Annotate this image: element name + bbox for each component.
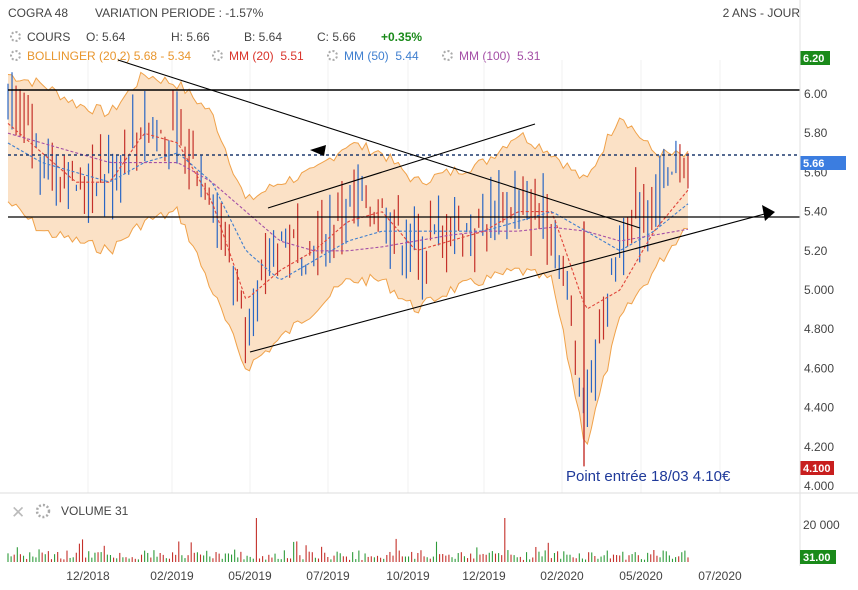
bollinger-lower-line [7,201,689,446]
y-tick-label: 5.000 [804,283,834,297]
y-tick-label: 4.400 [804,401,834,415]
x-tick-label: 07/2019 [306,569,350,583]
price-tag-last-bg [800,156,846,170]
bollinger-label: BOLLINGER (20,2) [27,49,131,63]
price-tags: 6.20 5.66 4.100 [800,51,846,475]
mm100-label: MM (100) [459,49,511,63]
x-tick-label: 10/2019 [386,569,430,583]
y-tick-label: 4.200 [804,440,834,454]
y-tick-label: 5.20 [804,244,828,258]
mm50-value: 5.44 [395,49,419,63]
variation-label: VARIATION PERIODE : -1.57% [95,6,264,20]
legend-bollinger[interactable]: BOLLINGER (20,2) 5.68 - 5.34 [10,49,191,63]
y-tick-label: 5.80 [804,126,828,140]
legend-close: C: 5.66 [317,30,356,44]
mm20-label: MM (20) [229,49,274,63]
candles [7,72,689,467]
price-tag-top: 6.20 [803,53,824,65]
volume-tag-bg [800,550,836,564]
ascending-trend-line [249,211,773,353]
legend-change: +0.35% [381,30,423,44]
gear-icon[interactable] [442,50,453,61]
bollinger-bands [7,71,689,446]
gear-icon[interactable] [10,31,21,42]
period-selector[interactable]: 2 ANS - JOUR [722,6,800,20]
volume-panel: ✕ VOLUME 31 20 000 31.00 [7,503,840,564]
x-tick-label: 02/2020 [540,569,584,583]
mm20-line [7,122,689,310]
legend-mm20[interactable]: MM (20) 5.51 [212,49,304,63]
volume-label: VOLUME 31 [61,504,129,518]
time-axis: 12/2018 02/2019 05/2019 07/2019 10/2019 12/20… [66,569,742,583]
mm100-value: 5.31 [517,49,541,63]
descending-arrow-head [310,145,326,156]
cours-label: COURS [27,30,71,44]
price-axis: 6.005.805.605.405.205.0004.8004.6004.400… [804,87,834,493]
x-tick-label: 05/2019 [228,569,272,583]
close-icon: ✕ [11,503,25,522]
legend-cours[interactable]: COURS [10,30,70,44]
ticker-label: COGRA 48 [8,6,69,20]
volume-ytick: 20 000 [803,518,840,532]
x-tick-label: 05/2020 [619,569,663,583]
y-tick-label: 4.000 [804,479,834,493]
moving-averages [7,122,689,310]
gear-icon[interactable] [10,50,21,61]
legend-open: O: 5.64 [86,30,126,44]
rising-channel-line [267,123,536,209]
gear-icon [35,503,51,519]
x-tick-label: 02/2019 [150,569,194,583]
volume-tag: 31.00 [803,552,831,564]
price-tag-bottom: 4.100 [803,463,831,475]
price-tag-last: 5.66 [803,158,824,170]
x-tick-label: 12/2019 [462,569,506,583]
y-tick-label: 6.00 [804,87,828,101]
price-tag-bottom-bg [800,461,834,475]
legend-high: H: 5.66 [171,30,210,44]
mm100-line [7,132,689,252]
entry-annotation: Point entrée 18/03 4.10€ [566,468,731,485]
mm50-line [7,142,689,280]
y-tick-label: 4.800 [804,322,834,336]
mm20-value: 5.51 [280,49,304,63]
mm50-label: MM (50) [344,49,389,63]
y-tick-label: 4.600 [804,361,834,375]
gear-icon[interactable] [327,50,338,61]
price-tag-top-bg [800,51,830,65]
y-tick-label: 5.40 [804,205,828,219]
x-tick-label: 12/2018 [66,569,110,583]
legend-mm50[interactable]: MM (50) 5.44 [327,49,419,63]
legend-mm100[interactable]: MM (100) 5.31 [442,49,540,63]
gear-icon[interactable] [212,50,223,61]
trend-lines [8,59,800,353]
bollinger-fill [8,72,688,445]
x-tick-label: 07/2020 [698,569,742,583]
bollinger-values: 5.68 - 5.34 [133,49,192,63]
descending-trend-line [117,59,641,229]
ascending-arrow-head [762,205,775,221]
legend-low: B: 5.64 [244,30,283,44]
volume-bars [7,518,689,562]
bollinger-upper-line [7,71,689,201]
